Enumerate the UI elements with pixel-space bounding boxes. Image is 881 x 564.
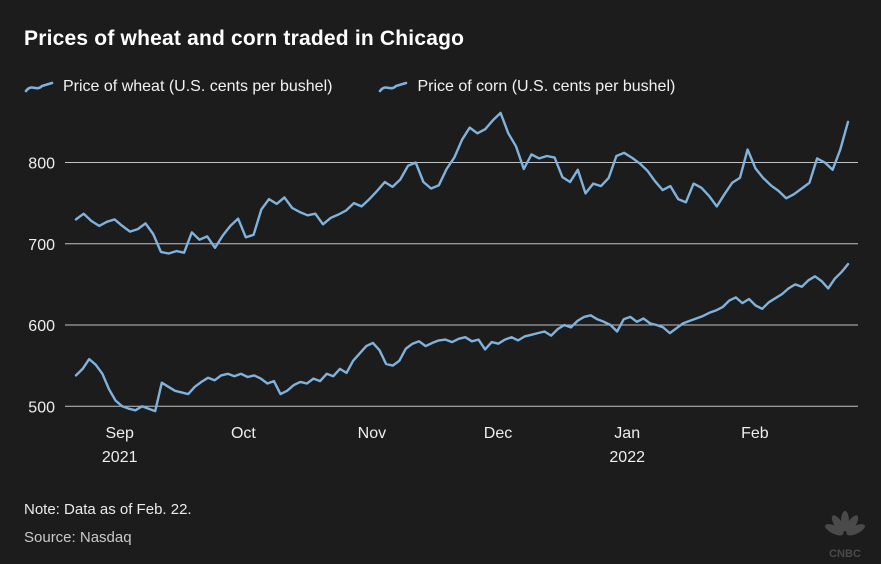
xtick-year-2021: 2021 — [102, 449, 138, 466]
ytick-800: 800 — [28, 156, 55, 173]
xtick-feb: Feb — [741, 425, 769, 442]
series-line-corn — [74, 262, 850, 413]
data-note: Note: Data as of Feb. 22. — [24, 501, 192, 518]
corn-line-icon — [378, 80, 408, 95]
legend-label-wheat: Price of wheat (U.S. cents per bushel) — [63, 78, 333, 95]
series-line-wheat — [74, 111, 850, 255]
xtick-sep: Sep — [105, 425, 134, 442]
cnbc-peacock-icon: CNBC — [825, 511, 865, 560]
chart-title: Prices of wheat and corn traded in Chica… — [24, 27, 465, 50]
legend-label-corn: Price of corn (U.S. cents per bushel) — [417, 78, 676, 95]
chart-legend: Price of wheat (U.S. cents per bushel) P… — [24, 78, 675, 96]
xtick-oct: Oct — [231, 425, 256, 442]
ytick-500: 500 — [28, 399, 55, 416]
xtick-year-2022: 2022 — [609, 449, 645, 466]
ytick-600: 600 — [28, 318, 55, 335]
xtick-nov: Nov — [358, 425, 386, 442]
ytick-700: 700 — [28, 237, 55, 254]
legend-item-wheat: Price of wheat (U.S. cents per bushel) — [24, 78, 332, 96]
xtick-jan: Jan — [614, 425, 640, 442]
data-source: Source: Nasdaq — [24, 529, 132, 546]
cnbc-logo: CNBC — [823, 508, 867, 560]
wheat-line-icon — [24, 80, 54, 95]
cnbc-logo-text: CNBC — [829, 548, 861, 560]
legend-item-corn: Price of corn (U.S. cents per bushel) — [378, 78, 675, 96]
xtick-dec: Dec — [484, 425, 512, 442]
price-line-chart: 500 600 700 800 Sep 2021 Oct Nov Dec Jan 2022 Feb — [28, 111, 858, 466]
